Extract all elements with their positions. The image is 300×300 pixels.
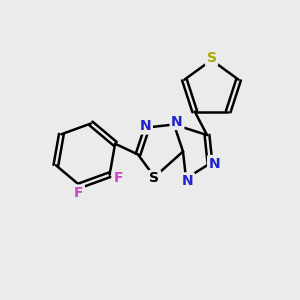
Text: F: F [113,171,123,185]
Text: N: N [171,115,183,128]
Text: S: S [149,172,160,185]
Text: N: N [140,119,151,133]
Text: F: F [74,186,83,200]
Text: S: S [206,51,217,64]
Text: N: N [182,174,193,188]
Text: N: N [209,157,220,170]
